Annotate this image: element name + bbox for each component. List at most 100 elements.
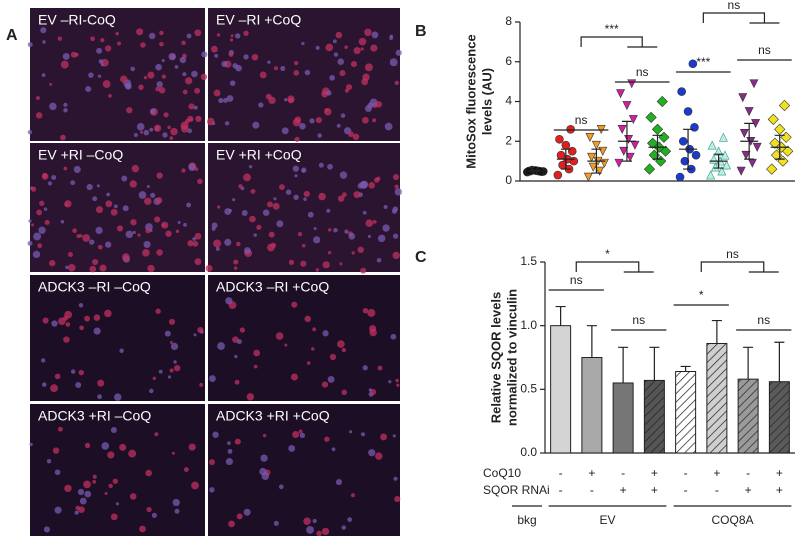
cell <box>285 189 292 195</box>
cell <box>130 219 137 226</box>
cell <box>75 505 80 511</box>
cell <box>396 383 400 387</box>
cell <box>100 63 104 67</box>
data-point <box>647 137 659 149</box>
cell <box>183 467 189 473</box>
error-bar <box>591 148 602 174</box>
cell <box>106 192 110 197</box>
cell <box>62 52 70 60</box>
cell <box>146 506 152 513</box>
cell <box>197 178 203 185</box>
cell <box>322 330 329 337</box>
sig-label: * <box>699 288 704 302</box>
data-point <box>561 140 571 150</box>
cell <box>90 36 95 42</box>
data-point <box>622 101 632 111</box>
cell <box>84 315 91 322</box>
cell <box>121 175 128 182</box>
micrograph: ADCK3 –RI +CoQ <box>208 275 400 401</box>
cell <box>143 240 151 248</box>
cell <box>309 118 315 124</box>
cell <box>208 375 216 383</box>
error-bar <box>711 319 722 344</box>
cell <box>32 250 41 259</box>
data-point <box>710 162 720 172</box>
cell <box>101 442 110 450</box>
cell <box>86 183 93 191</box>
cell <box>233 259 239 265</box>
cell <box>41 382 47 387</box>
cell <box>326 90 332 96</box>
cell <box>65 265 69 270</box>
data-point <box>583 172 593 182</box>
condition: - <box>746 466 750 480</box>
cell <box>93 314 101 321</box>
sig-label: * <box>605 247 610 261</box>
data-point <box>675 172 685 182</box>
cell <box>105 45 112 52</box>
cell <box>362 365 368 371</box>
condition: - <box>684 483 688 497</box>
cell <box>278 484 284 490</box>
cell <box>27 129 33 135</box>
cell <box>259 71 267 79</box>
cell <box>209 487 215 493</box>
panel-label: A <box>6 27 18 44</box>
condition: + <box>620 483 627 497</box>
cell <box>347 131 354 138</box>
cell <box>195 115 202 123</box>
cell <box>261 472 270 481</box>
cell <box>317 133 322 138</box>
cell <box>92 196 98 202</box>
cell <box>324 436 330 442</box>
cell <box>209 459 215 466</box>
cell <box>105 200 113 208</box>
cell <box>213 89 221 97</box>
cell <box>395 378 399 383</box>
cell <box>63 108 68 113</box>
data-point <box>744 107 754 117</box>
cell <box>298 429 303 434</box>
cell <box>336 123 341 128</box>
cell <box>333 52 339 57</box>
y-tick-label: 1.5 <box>520 254 537 268</box>
cell <box>290 373 298 381</box>
cell <box>368 388 373 392</box>
cell <box>167 125 171 130</box>
cell <box>337 340 345 348</box>
cell <box>89 239 95 245</box>
cell <box>57 426 63 432</box>
cell <box>335 31 343 39</box>
cell <box>108 483 113 489</box>
cell <box>393 476 398 481</box>
cell <box>337 58 345 65</box>
cell <box>108 93 112 98</box>
cell <box>35 96 41 101</box>
cell <box>88 72 94 78</box>
data-point <box>767 113 779 126</box>
cell <box>70 369 76 374</box>
group-label: EV <box>599 513 615 527</box>
image-label: ADCK3 –RI –CoQ <box>38 279 151 295</box>
cell <box>210 45 218 53</box>
y-tick-label: 8 <box>505 14 512 28</box>
sig-bracket <box>702 12 780 24</box>
image-bg <box>30 275 205 401</box>
cell <box>74 510 79 515</box>
cell <box>95 206 103 214</box>
cell <box>112 478 118 484</box>
cell <box>44 219 50 225</box>
cell <box>234 438 241 445</box>
cell <box>369 98 378 107</box>
cell <box>382 224 390 232</box>
bar <box>675 371 697 454</box>
cell <box>251 53 259 61</box>
cell <box>49 102 57 111</box>
cell <box>360 267 367 274</box>
cell <box>218 97 224 104</box>
cell <box>390 333 397 340</box>
cell <box>344 229 349 234</box>
data-point <box>780 131 792 143</box>
data-point <box>678 136 688 146</box>
data-point <box>739 129 749 138</box>
